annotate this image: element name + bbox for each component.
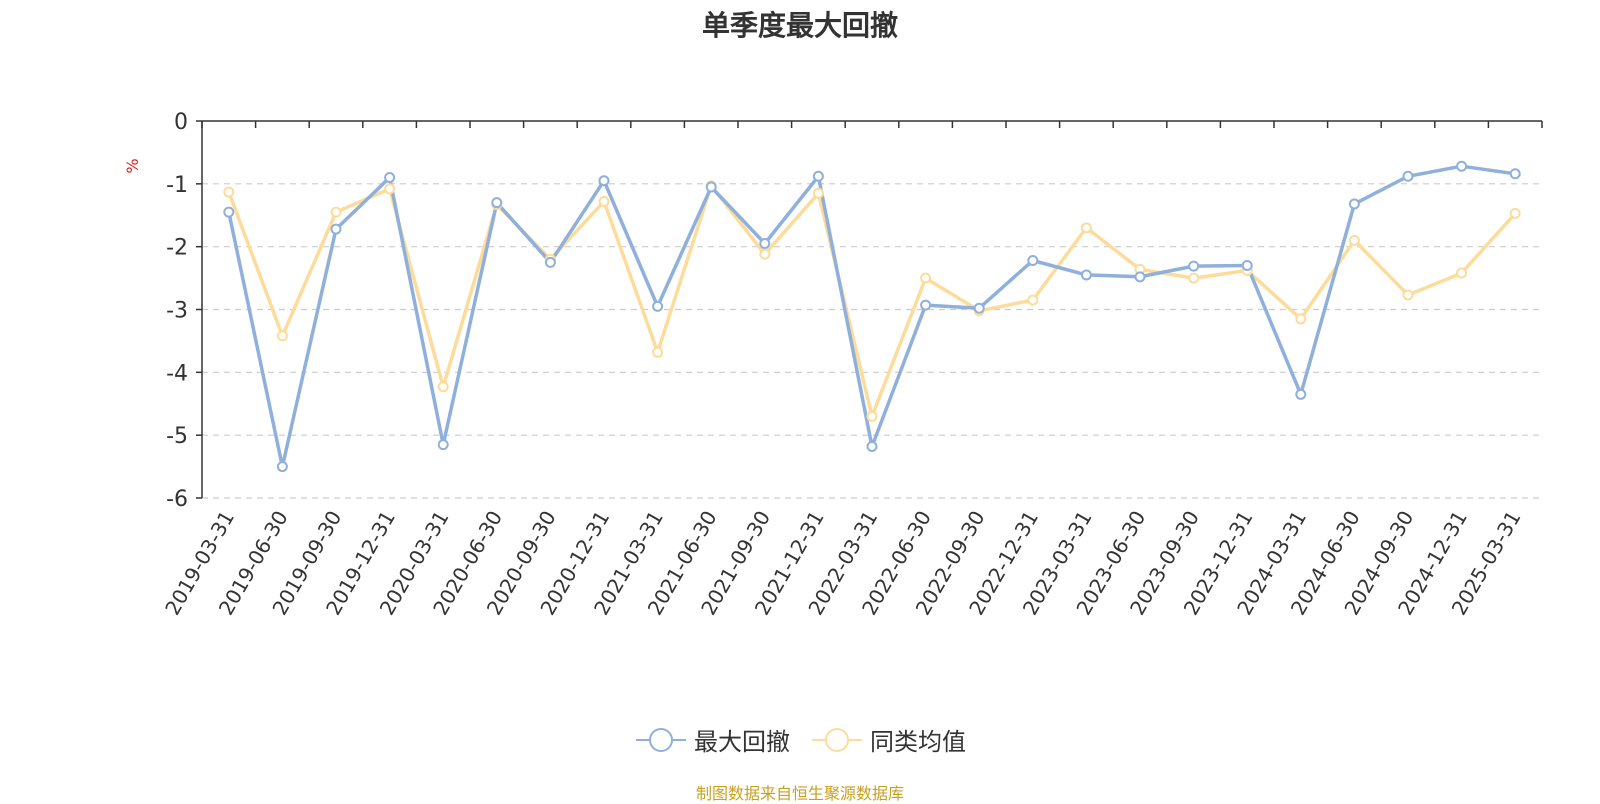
data-point[interactable] [759,248,771,260]
y-tick-label: -1 [166,173,188,198]
data-point[interactable] [598,195,610,207]
y-tick-label: -3 [166,299,188,324]
data-point[interactable] [1509,207,1521,219]
y-tick-label: -4 [166,361,188,386]
legend-line-circle-icon [636,727,686,752]
data-point[interactable] [276,330,288,342]
data-point[interactable] [437,381,449,393]
x-tick-labels: 2019-03-312019-06-302019-09-302019-12-31… [160,506,1525,619]
data-point[interactable] [1188,260,1200,272]
data-point[interactable] [276,461,288,473]
data-point[interactable] [866,410,878,422]
axes [196,120,1543,499]
data-point[interactable] [1188,272,1200,284]
data-source-note: 制图数据来自恒生聚源数据库 [695,784,904,803]
data-point[interactable] [1402,170,1414,182]
data-point[interactable] [973,302,985,314]
data-point[interactable] [437,439,449,451]
data-point[interactable] [223,206,235,218]
series-line-1 [227,183,1517,419]
data-point[interactable] [223,186,235,198]
data-point[interactable] [1348,234,1360,246]
data-point[interactable] [1027,294,1039,306]
data-point[interactable] [812,170,824,182]
data-point[interactable] [812,187,824,199]
data-point[interactable] [1509,168,1521,180]
grid-lines [202,183,1542,499]
y-tick-labels: 0 -1 -2 -3 -4 -5 -6 [166,110,188,512]
data-point[interactable] [384,172,396,184]
data-point[interactable] [1456,267,1468,279]
data-point[interactable] [1134,271,1146,283]
data-point[interactable] [1295,388,1307,400]
data-point[interactable] [544,256,556,268]
data-point[interactable] [1080,222,1092,234]
legend-item-max-drawdown[interactable]: 最大回撤 [636,722,790,757]
data-point[interactable] [598,175,610,187]
data-point[interactable] [652,346,664,358]
data-point[interactable] [1456,160,1468,172]
data-point[interactable] [491,197,503,209]
data-point[interactable] [705,181,717,193]
data-point[interactable] [920,272,932,284]
y-tick-label: -5 [166,424,188,449]
data-point[interactable] [759,238,771,250]
data-point[interactable] [1295,313,1307,325]
data-point[interactable] [1027,254,1039,266]
data-point[interactable] [1241,260,1253,272]
data-point[interactable] [1080,269,1092,281]
chart-title: 单季度最大回撤 [701,9,898,42]
y-tick-label: 0 [174,110,188,135]
y-tick-label: -6 [166,487,188,512]
data-point[interactable] [652,300,664,312]
data-point[interactable] [384,183,396,195]
data-point[interactable] [920,299,932,311]
data-point[interactable] [1402,289,1414,301]
legend-item-category-average[interactable]: 同类均值 [812,722,966,757]
data-point[interactable] [1348,198,1360,210]
legend-label-max-drawdown: 最大回撤 [694,728,790,756]
data-point[interactable] [866,440,878,452]
data-point[interactable] [330,223,342,235]
y-axis-unit: % [123,158,142,173]
series-lines [223,160,1521,473]
legend-label-category-average: 同类均值 [870,728,966,756]
legend-line-circle-icon [812,727,862,752]
y-tick-label: -2 [166,236,188,261]
data-point[interactable] [330,206,342,218]
